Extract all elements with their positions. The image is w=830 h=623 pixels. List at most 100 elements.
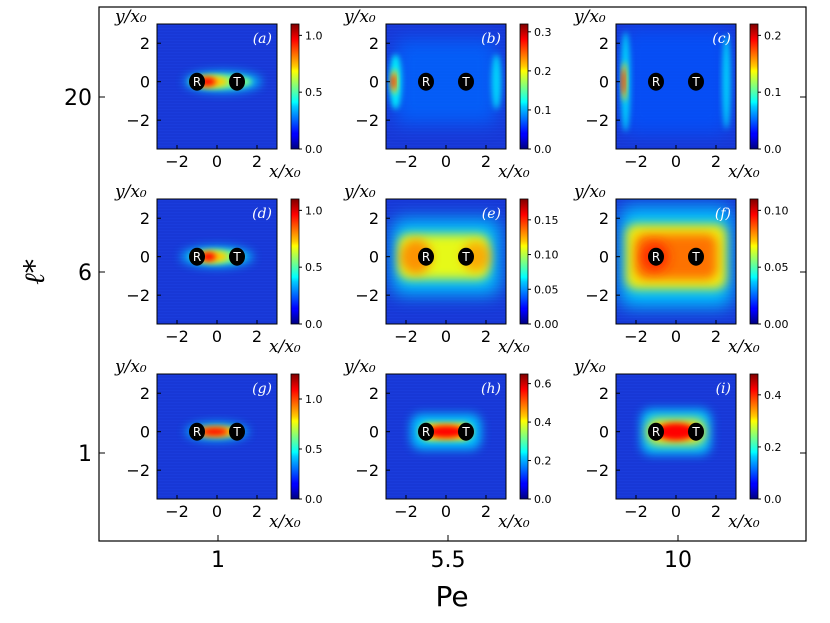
panel-x-tick-label: 2 <box>252 502 262 521</box>
panel-x-tick-label: 0 <box>441 327 451 346</box>
marker-label: T <box>232 250 241 264</box>
y-tick-label-6: 6 <box>78 261 92 286</box>
target-marker <box>458 72 474 91</box>
panel-x-axis-label: x/x₀ <box>269 162 301 182</box>
panel-x-tick-label: 0 <box>212 152 222 171</box>
heat-blob <box>394 39 498 125</box>
receiver-marker <box>418 72 434 91</box>
panel-y-tick-label: −2 <box>585 286 609 305</box>
panel-x-tick-label: −2 <box>624 152 648 171</box>
colorbar-tick-label: 0.2 <box>534 65 552 78</box>
heat-blob <box>400 239 432 275</box>
heat-blob <box>201 252 216 262</box>
heat-blob <box>621 69 625 95</box>
panel-y-tick-label: 0 <box>369 73 379 92</box>
colorbar-tick-label: 0.15 <box>534 214 559 227</box>
panel-y-tick-label: 2 <box>140 209 150 228</box>
panel-y-tick-label: 2 <box>369 209 379 228</box>
receiver-marker <box>648 247 664 266</box>
target-marker <box>688 72 704 91</box>
panel-y-axis-label: y/x₀ <box>573 357 606 377</box>
outer-frame <box>98 6 807 542</box>
y-axis-title: ℓ* <box>18 259 51 285</box>
panel-tag: (i) <box>716 381 731 397</box>
target-marker <box>458 247 474 266</box>
panel-y-tick-label: 2 <box>599 209 609 228</box>
panel-x-tick-label: 0 <box>212 327 222 346</box>
panel-y-tick-label: −2 <box>355 111 379 130</box>
panel-y-axis-label: y/x₀ <box>114 357 147 377</box>
colorbar-tick-label: 1.0 <box>305 29 323 42</box>
panel-x-tick-label: 2 <box>481 502 491 521</box>
panel-x-tick-label: 2 <box>481 327 491 346</box>
colorbar-tick-label: 0.1 <box>534 104 552 117</box>
panel-y-axis-label: y/x₀ <box>343 7 376 27</box>
panel-x-tick-label: −2 <box>624 327 648 346</box>
marker-label: R <box>652 425 660 439</box>
marker-label: T <box>461 250 470 264</box>
target-marker <box>229 247 245 266</box>
panel-tag: (b) <box>481 31 501 47</box>
panel-y-tick-label: −2 <box>585 461 609 480</box>
panel-y-axis-label: y/x₀ <box>343 182 376 202</box>
marker-label: R <box>652 250 660 264</box>
panel-x-tick-label: 2 <box>711 327 721 346</box>
marker-label: R <box>193 250 201 264</box>
heat-field <box>157 24 277 148</box>
heat-field <box>616 199 736 323</box>
panel-x-tick-label: −2 <box>624 502 648 521</box>
panel-x-axis-label: x/x₀ <box>498 337 530 357</box>
marker-label: R <box>193 425 201 439</box>
panel-tag: (g) <box>252 381 272 397</box>
colorbar-tick-label: 0.6 <box>534 378 552 391</box>
target-marker <box>458 422 474 441</box>
panel-x-tick-label: −2 <box>394 327 418 346</box>
colorbar-tick-label: 0.0 <box>534 143 552 156</box>
colorbar <box>290 373 300 500</box>
panel-y-tick-label: 2 <box>140 384 150 403</box>
panel-x-tick-label: −2 <box>165 327 189 346</box>
target-marker <box>688 247 704 266</box>
marker-label: R <box>422 75 430 89</box>
marker-label: T <box>232 75 241 89</box>
panel-y-tick-label: 0 <box>599 423 609 442</box>
heatmap-panel: −2 0 2 2 0 −2 x/x₀ y/x₀ (i) R T 0.4 0.2 0.0 <box>573 357 782 532</box>
panel-x-axis-label: x/x₀ <box>728 512 760 532</box>
colorbar-tick-label: 0.2 <box>534 455 552 468</box>
panel-x-tick-label: 0 <box>212 502 222 521</box>
colorbar <box>290 198 300 325</box>
panel-y-tick-label: 0 <box>140 248 150 267</box>
colorbar <box>519 23 529 150</box>
panel-y-axis-label: y/x₀ <box>573 182 606 202</box>
colorbar <box>519 198 529 325</box>
panel-y-tick-label: 2 <box>369 34 379 53</box>
colorbar-tick-label: 0.3 <box>534 26 552 39</box>
panel-grid: −2 0 2 2 0 −2 x/x₀ y/x₀ (a) R T 1.0 0.5 0.0 −2 0 2 2 0 −2 x/… <box>114 7 789 532</box>
panel-x-tick-label: 0 <box>441 502 451 521</box>
y-tick-label-20: 20 <box>64 86 92 111</box>
heatmap-panel: −2 0 2 2 0 −2 x/x₀ y/x₀ (h) R T 0.6 0.4 0.2 0.0 <box>343 357 552 532</box>
colorbar-tick-label: 0.4 <box>764 389 782 402</box>
marker-label: R <box>193 75 201 89</box>
heat-blob <box>391 74 396 90</box>
panel-tag: (d) <box>252 206 272 222</box>
panel-y-tick-label: 0 <box>140 423 150 442</box>
panel-x-axis-label: x/x₀ <box>498 162 530 182</box>
heatmap-panel: −2 0 2 2 0 −2 x/x₀ y/x₀ (g) R T 1.0 0.5 0.0 <box>114 357 323 532</box>
panel-y-tick-label: −2 <box>126 111 150 130</box>
colorbar-tick-label: 0.0 <box>305 493 323 506</box>
x-tick-label-10: 10 <box>664 548 692 573</box>
receiver-marker <box>189 247 205 266</box>
heat-blob <box>722 34 731 130</box>
receiver-marker <box>418 422 434 441</box>
panel-x-tick-label: 2 <box>711 152 721 171</box>
colorbar-tick-label: 0.10 <box>764 204 789 217</box>
panel-y-tick-label: 2 <box>140 34 150 53</box>
colorbar-tick-label: 1.0 <box>305 204 323 217</box>
colorbar-tick-label: 0.0 <box>305 143 323 156</box>
colorbar-tick-label: 0.00 <box>534 318 559 331</box>
panel-x-axis-label: x/x₀ <box>728 162 760 182</box>
heat-field <box>386 374 506 498</box>
colorbar-tick-label: 0.10 <box>534 249 559 262</box>
marker-label: T <box>691 250 700 264</box>
